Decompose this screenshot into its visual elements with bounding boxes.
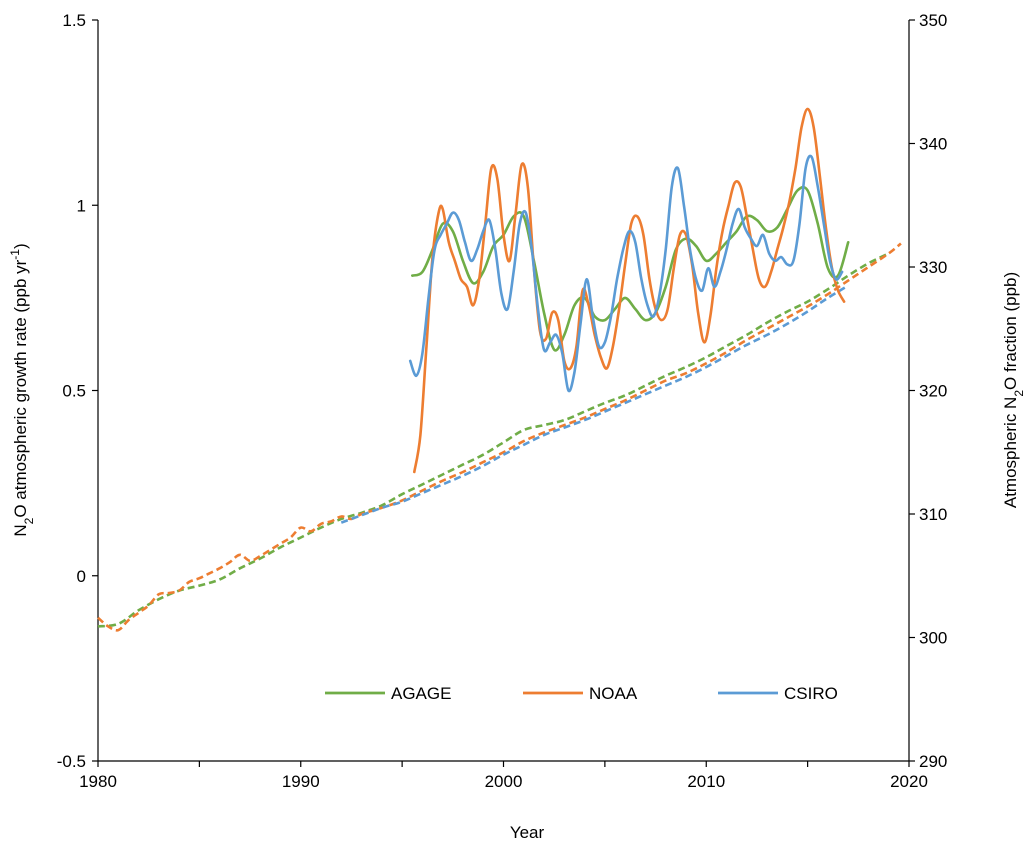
right-tick-label: 300 bbox=[919, 629, 947, 648]
series-line-noaa-fraction bbox=[97, 242, 902, 632]
series-line-agage-growth bbox=[411, 185, 850, 352]
right-axis-title: Atmospheric N2O fraction (ppb) bbox=[1001, 272, 1026, 508]
left-axis-title: N2O atmospheric growth rate (ppb yr-1) bbox=[8, 243, 36, 536]
x-axis-title: Year bbox=[510, 823, 545, 842]
left-tick-label: 0.5 bbox=[62, 382, 86, 401]
right-tick-label: 330 bbox=[919, 258, 947, 277]
x-tick-label: 1980 bbox=[79, 772, 117, 791]
left-tick-label: 0 bbox=[77, 567, 86, 586]
series-line-csiro-growth bbox=[408, 154, 844, 393]
right-tick-label: 310 bbox=[919, 505, 947, 524]
plot-area bbox=[97, 107, 902, 632]
right-tick-label: 320 bbox=[919, 382, 947, 401]
right-tick-label: 350 bbox=[919, 11, 947, 30]
axis-titles: Year N2O atmospheric growth rate (ppb yr… bbox=[8, 243, 1026, 842]
x-tick-label: 2000 bbox=[485, 772, 523, 791]
series-line-agage-fraction bbox=[97, 252, 890, 628]
x-tick-label: 1990 bbox=[282, 772, 320, 791]
series-line-noaa-growth bbox=[413, 107, 846, 474]
series-line-csiro-fraction bbox=[340, 284, 849, 524]
x-tick-label: 2010 bbox=[687, 772, 725, 791]
legend-label-noaa: NOAA bbox=[589, 684, 638, 703]
right-tick-label: 340 bbox=[919, 135, 947, 154]
legend: AGAGE NOAA CSIRO bbox=[325, 684, 838, 703]
left-tick-label: 1.5 bbox=[62, 11, 86, 30]
axes: 1980 1990 2000 2010 2020 -0.5 0 0.5 1 1.5 290 300 31… bbox=[57, 11, 948, 791]
right-tick-label: 290 bbox=[919, 752, 947, 771]
legend-label-agage: AGAGE bbox=[391, 684, 451, 703]
left-tick-label: 1 bbox=[77, 196, 86, 215]
left-tick-label: -0.5 bbox=[57, 752, 86, 771]
legend-label-csiro: CSIRO bbox=[784, 684, 838, 703]
x-tick-label: 2020 bbox=[890, 772, 928, 791]
